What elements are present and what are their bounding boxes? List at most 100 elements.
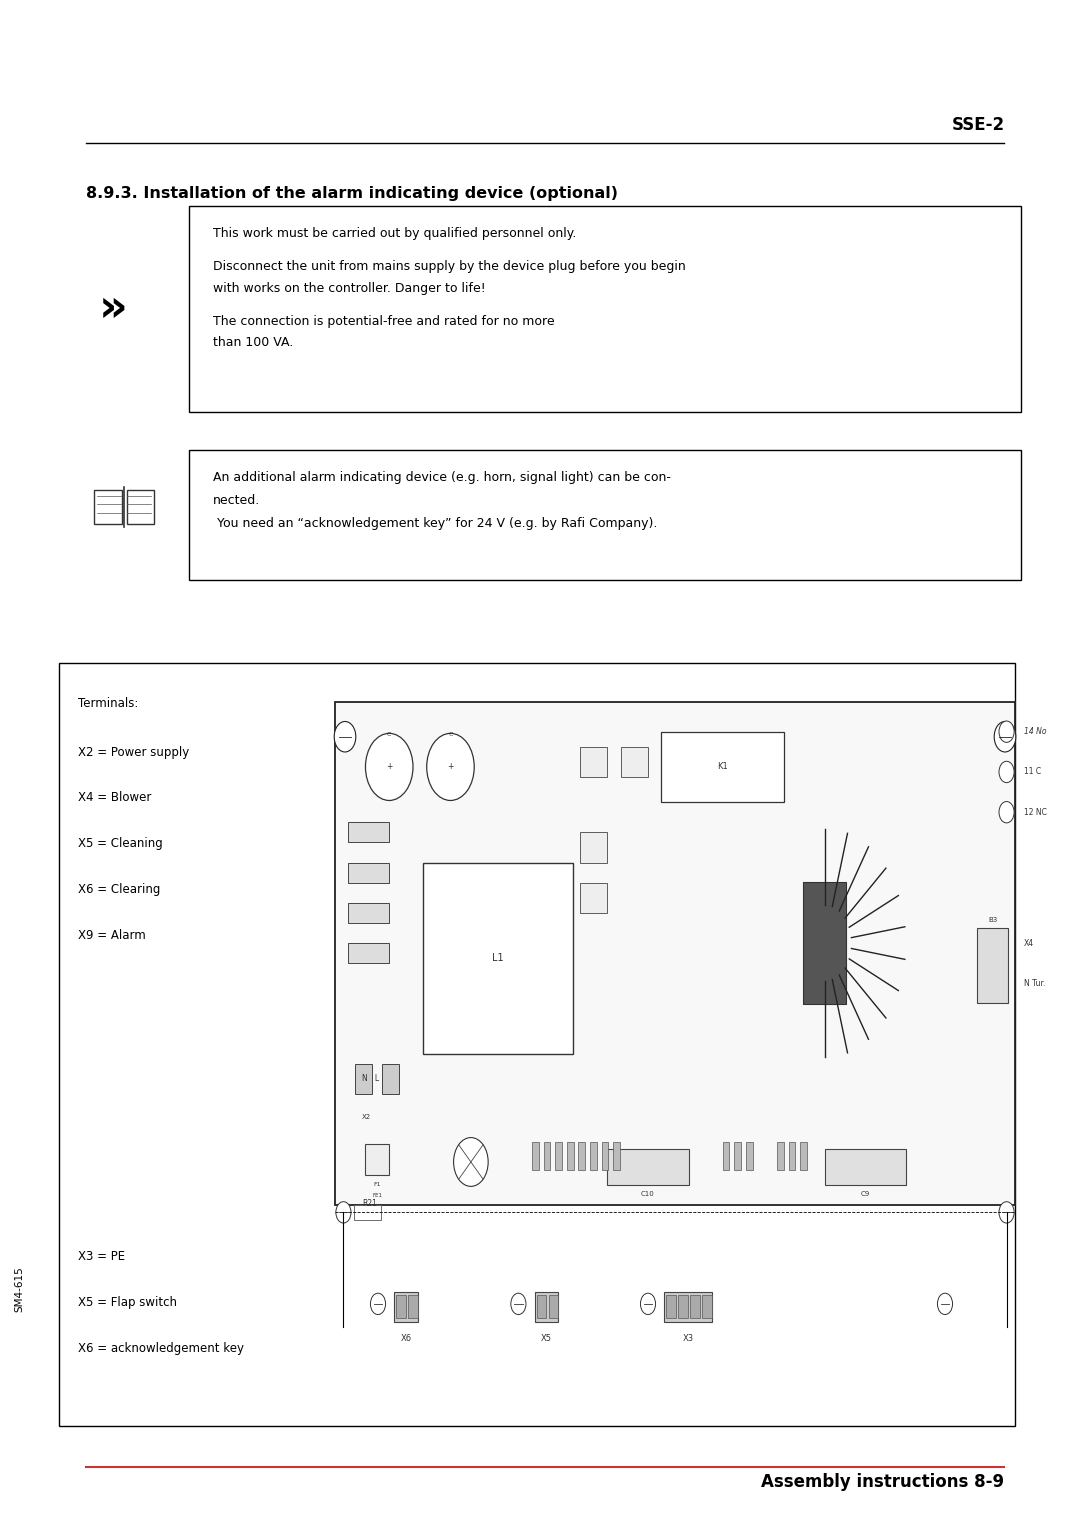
Circle shape	[370, 1293, 386, 1315]
Bar	[580, 747, 607, 778]
Circle shape	[999, 1202, 1014, 1223]
Bar	[349, 863, 389, 883]
Bar	[734, 1142, 741, 1170]
Text: X2 = Power supply: X2 = Power supply	[78, 746, 189, 759]
Bar	[666, 1295, 676, 1318]
Text: Assembly instructions 8-9: Assembly instructions 8-9	[761, 1473, 1004, 1491]
Text: SM4-615: SM4-615	[14, 1266, 25, 1312]
Circle shape	[511, 1293, 526, 1315]
Circle shape	[999, 761, 1014, 782]
Bar	[335, 702, 1015, 1205]
Bar	[349, 942, 389, 964]
Bar	[349, 822, 389, 842]
Bar	[678, 1295, 688, 1318]
Bar	[355, 1064, 373, 1093]
Bar	[396, 1295, 406, 1318]
Bar	[800, 1142, 807, 1170]
Bar	[778, 1142, 784, 1170]
Bar	[702, 1295, 712, 1318]
Bar	[746, 1142, 753, 1170]
Text: C10: C10	[640, 1191, 654, 1197]
Bar	[804, 881, 847, 1003]
Bar	[602, 1142, 608, 1170]
Bar	[690, 1295, 700, 1318]
Bar	[723, 1142, 729, 1170]
Bar	[423, 863, 573, 1054]
Bar	[382, 1064, 400, 1093]
Text: C9: C9	[861, 1191, 870, 1197]
Text: X9 = Alarm: X9 = Alarm	[78, 929, 146, 942]
Circle shape	[937, 1293, 953, 1315]
Bar	[189, 450, 1021, 580]
Text: X4: X4	[1024, 938, 1034, 947]
Text: X6 = acknowledgement key: X6 = acknowledgement key	[78, 1342, 244, 1356]
Bar	[607, 1150, 689, 1185]
Circle shape	[995, 721, 1016, 752]
Text: than 100 VA.: than 100 VA.	[213, 336, 293, 349]
Circle shape	[336, 1202, 351, 1223]
Text: This work must be carried out by qualified personnel only.: This work must be carried out by qualifi…	[213, 227, 576, 241]
Text: X3 = PE: X3 = PE	[78, 1250, 125, 1264]
Circle shape	[999, 802, 1014, 824]
Text: The connection is potential-free and rated for no more: The connection is potential-free and rat…	[213, 314, 554, 328]
Bar	[549, 1295, 558, 1318]
Text: X5 = Cleaning: X5 = Cleaning	[78, 837, 162, 851]
Text: R21: R21	[362, 1199, 377, 1208]
Bar	[788, 1142, 796, 1170]
Circle shape	[640, 1293, 656, 1315]
Text: N Tur.: N Tur.	[1024, 979, 1045, 988]
Bar	[977, 927, 1008, 1003]
Bar	[535, 1292, 558, 1322]
Bar	[613, 1142, 620, 1170]
Text: C: C	[448, 732, 453, 737]
Bar	[567, 1142, 573, 1170]
Bar	[94, 491, 122, 525]
Text: X5 = Flap switch: X5 = Flap switch	[78, 1296, 177, 1310]
Text: X4 = Blower: X4 = Blower	[78, 791, 151, 805]
Text: »: »	[99, 287, 127, 331]
Bar	[189, 206, 1021, 412]
Bar	[537, 1295, 546, 1318]
Circle shape	[365, 734, 413, 801]
Bar	[825, 1150, 906, 1185]
Bar	[408, 1295, 418, 1318]
Text: 8.9.3. Installation of the alarm indicating device (optional): 8.9.3. Installation of the alarm indicat…	[86, 186, 619, 201]
Bar	[579, 1142, 585, 1170]
Text: F1: F1	[374, 1182, 381, 1186]
Bar	[580, 883, 607, 913]
Text: with works on the controller. Danger to life!: with works on the controller. Danger to …	[213, 282, 486, 294]
Bar	[590, 1142, 597, 1170]
Text: C: C	[387, 732, 391, 737]
Text: nected.: nected.	[213, 494, 260, 508]
Text: B3: B3	[988, 918, 997, 924]
Circle shape	[427, 734, 474, 801]
Text: You need an “acknowledgement key” for 24 V (e.g. by Rafi Company).: You need an “acknowledgement key” for 24…	[213, 517, 657, 531]
Text: Terminals:: Terminals:	[78, 697, 138, 711]
Bar	[555, 1142, 562, 1170]
Text: X6: X6	[401, 1334, 411, 1344]
Text: SSE-2: SSE-2	[951, 116, 1004, 134]
Text: +: +	[447, 762, 454, 772]
Text: 14 No: 14 No	[1024, 727, 1047, 737]
Bar	[354, 1205, 381, 1220]
Bar	[532, 1142, 539, 1170]
Text: X6 = Clearing: X6 = Clearing	[78, 883, 160, 897]
Text: N   L: N L	[362, 1074, 379, 1083]
Text: +: +	[386, 762, 392, 772]
Bar	[543, 1142, 551, 1170]
Bar	[349, 903, 389, 923]
Bar	[365, 1144, 389, 1174]
Text: FE1: FE1	[373, 1193, 382, 1197]
Bar	[621, 747, 648, 778]
Circle shape	[454, 1138, 488, 1186]
Bar	[664, 1292, 712, 1322]
Text: Disconnect the unit from mains supply by the device plug before you begin: Disconnect the unit from mains supply by…	[213, 261, 686, 273]
Circle shape	[334, 721, 355, 752]
Text: X2: X2	[362, 1115, 372, 1121]
Text: K1: K1	[717, 762, 728, 772]
Bar	[59, 663, 1015, 1426]
Text: X3: X3	[683, 1334, 693, 1344]
Text: 11 C: 11 C	[1024, 767, 1041, 776]
Bar	[394, 1292, 418, 1322]
Bar	[661, 732, 784, 802]
